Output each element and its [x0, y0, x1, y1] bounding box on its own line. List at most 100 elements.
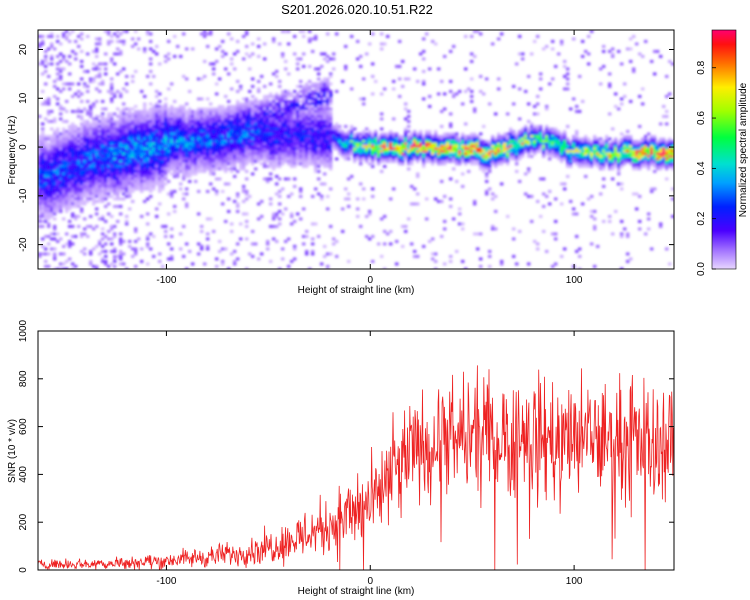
heatmap-cell: [434, 130, 438, 133]
heatmap-cell: [80, 100, 84, 103]
heatmap-cell: [344, 142, 348, 146]
heatmap-cell: [116, 137, 120, 141]
heatmap-cell: [272, 137, 276, 141]
heatmap-cell: [62, 170, 66, 173]
heatmap-cell: [458, 90, 462, 93]
heatmap-cell: [104, 142, 108, 146]
heatmap-cell: [74, 40, 78, 43]
heatmap-cell: [74, 150, 78, 153]
heatmap-cell: [278, 210, 282, 213]
heatmap-cell: [200, 150, 204, 153]
heatmap-cell: [242, 167, 246, 171]
heatmap-cell: [230, 62, 234, 66]
heatmap-cell: [143, 112, 147, 116]
heatmap-cell: [95, 212, 99, 216]
heatmap-cell: [224, 115, 228, 118]
heatmap-cell: [164, 132, 168, 136]
heatmap-cell: [290, 102, 294, 106]
heatmap-cell: [326, 207, 330, 211]
heatmap-cell: [200, 135, 204, 138]
heatmap-cell: [173, 162, 177, 166]
heatmap-cell: [182, 117, 186, 121]
heatmap-cell: [275, 107, 279, 111]
heatmap-cell: [407, 125, 411, 128]
heatmap-cell: [473, 140, 477, 143]
heatmap-cell: [128, 120, 132, 123]
heatmap-cell: [92, 122, 96, 126]
heatmap-cell: [179, 135, 183, 138]
heatmap-cell: [371, 135, 375, 138]
heatmap-cell: [230, 127, 234, 131]
heatmap-cell: [278, 142, 282, 146]
heatmap-cell: [320, 135, 324, 138]
heatmap-cell: [80, 175, 84, 178]
heatmap-cell: [179, 127, 183, 131]
heatmap-cell: [341, 147, 345, 151]
heatmap-cell: [272, 112, 276, 116]
heatmap-cell: [299, 127, 303, 131]
heatmap-cell: [131, 147, 135, 151]
heatmap-cell: [476, 152, 480, 156]
heatmap-cell: [245, 130, 249, 133]
heatmap-cell: [113, 155, 117, 158]
heatmap-cell: [395, 147, 399, 151]
heatmap-cell: [275, 70, 279, 73]
heatmap-cell: [158, 182, 162, 186]
heatmap-cell: [275, 212, 279, 216]
heatmap-cell: [83, 187, 87, 191]
heatmap-cell: [89, 167, 93, 171]
heatmap-cell: [110, 147, 114, 151]
heatmap-cell: [38, 150, 42, 153]
heatmap-cell: [164, 105, 168, 108]
heatmap-cell: [527, 167, 531, 171]
heatmap-cell: [296, 142, 300, 146]
heatmap-cell: [275, 75, 279, 78]
heatmap-cell: [362, 132, 366, 136]
heatmap-cell: [293, 95, 297, 98]
heatmap-cell: [323, 140, 327, 143]
heatmap-cell: [443, 107, 447, 111]
heatmap-cell: [272, 37, 276, 41]
heatmap-cell: [446, 157, 450, 161]
heatmap-cell: [371, 147, 375, 151]
heatmap-cell: [41, 195, 45, 198]
heatmap-cell: [449, 197, 453, 201]
heatmap-cell: [239, 142, 243, 146]
heatmap-cell: [77, 187, 81, 191]
heatmap-cell: [170, 117, 174, 121]
heatmap-cell: [422, 245, 426, 248]
heatmap-cell: [485, 175, 489, 178]
heatmap-cell: [218, 240, 222, 243]
heatmap-cell: [218, 107, 222, 111]
heatmap-cell: [464, 152, 468, 156]
heatmap-cell: [206, 130, 210, 133]
heatmap-cell: [479, 137, 483, 141]
heatmap-cell: [497, 142, 501, 146]
heatmap-cell: [305, 250, 309, 253]
heatmap-cell: [50, 172, 54, 176]
heatmap-cell: [137, 135, 141, 138]
heatmap-cell: [401, 85, 405, 88]
heatmap-cell: [50, 157, 54, 161]
heatmap-cell: [80, 145, 84, 148]
heatmap-cell: [104, 140, 108, 143]
heatmap-cell: [62, 245, 66, 248]
heatmap-cell: [167, 130, 171, 133]
heatmap-cell: [86, 235, 90, 238]
heatmap-cell: [284, 135, 288, 138]
heatmap-cell: [485, 160, 489, 163]
heatmap-cell: [311, 112, 315, 116]
heatmap-cell: [386, 137, 390, 141]
heatmap-cell: [329, 225, 333, 228]
heatmap-cell: [245, 97, 249, 101]
heatmap-cell: [236, 40, 240, 43]
heatmap-cell: [185, 175, 189, 178]
heatmap-cell: [506, 142, 510, 146]
heatmap-cell: [425, 140, 429, 143]
heatmap-cell: [350, 145, 354, 148]
heatmap-cell: [392, 132, 396, 136]
heatmap-cell: [299, 130, 303, 133]
heatmap-cell: [212, 152, 216, 156]
heatmap-cell: [239, 125, 243, 128]
heatmap-cell: [113, 125, 117, 128]
